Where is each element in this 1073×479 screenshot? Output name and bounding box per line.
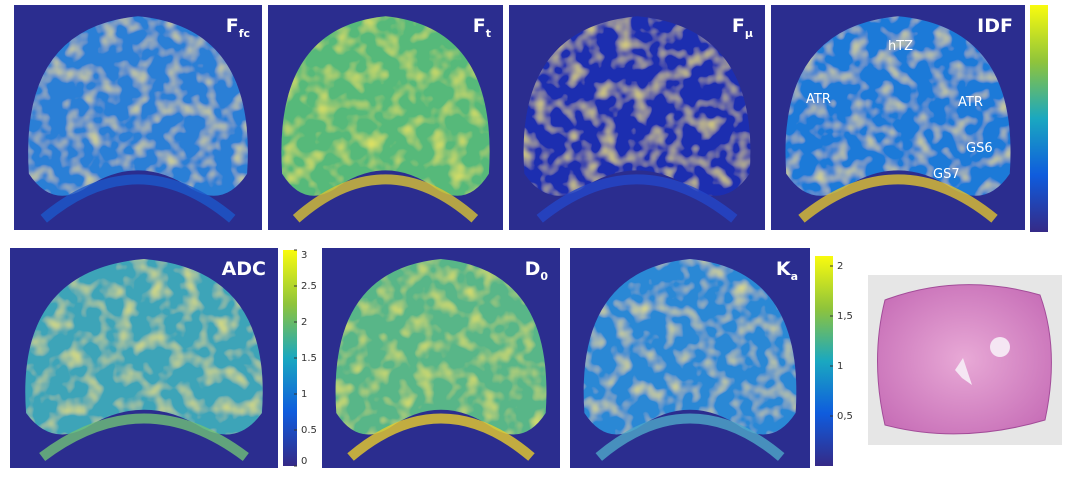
annotation: hTZ — [888, 39, 913, 54]
colorbar-tick-label: 2 — [301, 317, 307, 328]
annotation: GS7 — [933, 167, 960, 182]
histology-lumen — [990, 337, 1010, 357]
label-main: D — [525, 258, 541, 280]
annotation: ATR — [958, 95, 983, 110]
label-sub: fc — [239, 27, 250, 40]
colorbar-tick-label: 1 — [301, 389, 307, 400]
colorbar — [815, 256, 833, 466]
colorbar-tick-label: 1 — [837, 361, 843, 372]
colorbar-tick-label: 3 — [301, 250, 307, 261]
label-main: IDF — [977, 15, 1013, 37]
colorbar-tick-label: 1.5 — [301, 353, 317, 364]
label-main: ADC — [222, 258, 266, 280]
colorbar — [1030, 5, 1048, 232]
colorbar-tick-label: 2 — [837, 261, 843, 272]
annotation: GS6 — [966, 141, 993, 156]
label-sub: 0 — [540, 270, 548, 283]
colorbar-tick-label: 0.5 — [301, 425, 317, 436]
label-sub: t — [486, 27, 491, 40]
colorbar-tick-label: 0 — [301, 456, 307, 467]
colorbar-tick-label: 0,5 — [837, 411, 853, 422]
map-label: IDF — [977, 15, 1013, 37]
label-main: F — [732, 15, 745, 37]
map-label: ADC — [222, 258, 266, 280]
figure: FfcFtFμIDFhTZATRATRGS6GS7ADCD0Ka00.511.5… — [0, 0, 1073, 474]
histology-tissue — [878, 285, 1052, 434]
label-main: F — [226, 15, 239, 37]
label-sub: μ — [745, 27, 753, 40]
label-main: F — [473, 15, 486, 37]
label-main: K — [776, 258, 792, 280]
colorbar-tick-label: 2.5 — [301, 281, 317, 292]
annotation: ATR — [806, 92, 831, 107]
colorbar-tick-label: 1,5 — [837, 311, 853, 322]
label-sub: a — [791, 270, 798, 283]
